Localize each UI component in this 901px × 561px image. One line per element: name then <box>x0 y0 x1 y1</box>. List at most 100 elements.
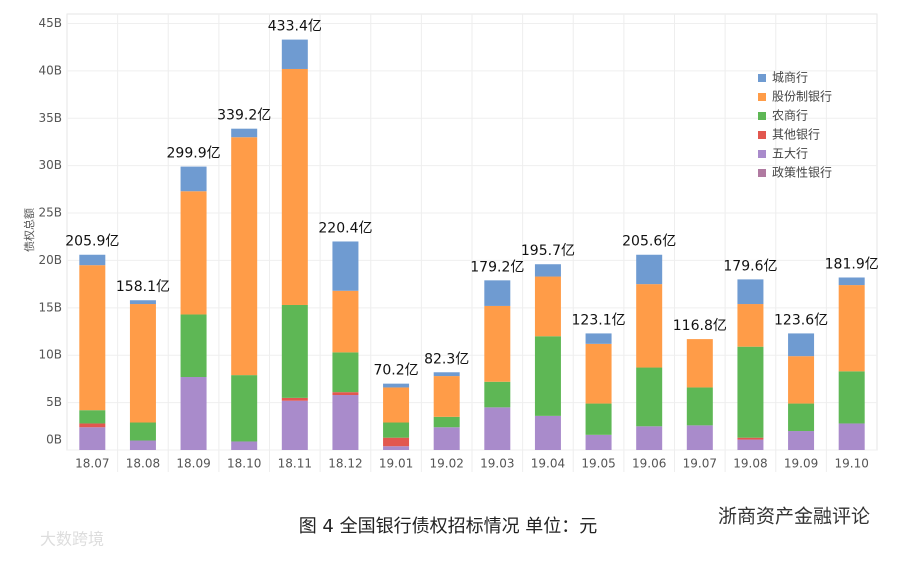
legend-swatch <box>758 112 766 120</box>
bar-segment <box>433 376 460 417</box>
total-label: 195.7亿 <box>521 243 575 259</box>
bar-segment <box>585 333 612 344</box>
x-tick-label: 19.08 <box>733 457 767 471</box>
bar-segment <box>129 422 156 441</box>
bar-segment <box>534 276 561 337</box>
watermark: 浙商资产金融评论 <box>718 506 870 528</box>
bar-segment <box>433 372 460 377</box>
total-label: 220.4亿 <box>318 220 372 236</box>
total-label: 205.9亿 <box>65 234 119 250</box>
bar-segment <box>534 415 561 450</box>
total-label: 70.2亿 <box>373 363 418 379</box>
legend-label: 五大行 <box>772 147 808 161</box>
bar-segment <box>737 346 764 438</box>
x-tick-label: 18.07 <box>75 457 109 471</box>
bar-segment <box>281 39 308 69</box>
bar-segment <box>636 254 663 285</box>
bar-segment <box>383 383 410 388</box>
x-tick-label: 19.06 <box>632 457 666 471</box>
bar-segment <box>332 395 359 450</box>
bar-segment <box>79 427 106 450</box>
bar-segment <box>788 431 815 450</box>
bar-segment <box>585 343 612 404</box>
legend-swatch <box>758 93 766 101</box>
y-tick-label: 10B <box>38 348 62 362</box>
total-label: 339.2亿 <box>217 108 271 124</box>
legend-swatch <box>758 131 766 139</box>
y-tick-label: 25B <box>38 206 62 220</box>
bar-segment <box>737 279 764 305</box>
bar-segment <box>433 416 460 428</box>
bar-segment <box>180 191 207 315</box>
x-tick-label: 19.05 <box>581 457 615 471</box>
bar-segment <box>383 446 410 450</box>
bar-segment <box>281 68 308 305</box>
x-tick-label: 18.10 <box>227 457 261 471</box>
y-tick-label: 15B <box>38 300 62 314</box>
x-tick-label: 19.10 <box>835 457 869 471</box>
bar-segment <box>180 166 207 192</box>
bar-segment <box>788 356 815 404</box>
y-tick-label: 30B <box>38 158 62 172</box>
bar-segment <box>788 333 815 357</box>
bar-segment <box>332 241 359 291</box>
bar-segment <box>332 290 359 353</box>
x-tick-label: 19.01 <box>379 457 413 471</box>
x-tick-label: 19.07 <box>683 457 717 471</box>
bar-segment <box>79 254 106 266</box>
y-tick-label: 45B <box>38 16 62 30</box>
bar-segment <box>737 304 764 347</box>
bar-segment <box>737 437 764 440</box>
caption: 图 4 全国银行债权招标情况 单位：元 <box>299 516 598 537</box>
y-tick-label: 5B <box>46 395 62 409</box>
bar-segment <box>534 336 561 416</box>
total-label: 179.6亿 <box>723 258 777 274</box>
total-label: 179.2亿 <box>470 259 524 275</box>
bar-segment <box>281 304 308 398</box>
bar-segment <box>585 434 612 450</box>
total-label: 299.9亿 <box>167 146 221 162</box>
bar-segment <box>838 285 865 372</box>
bar-segment <box>79 423 106 428</box>
bar-segment <box>79 265 106 411</box>
bar-segment <box>332 352 359 393</box>
bar-segment <box>838 371 865 424</box>
bar-segment <box>332 392 359 396</box>
bar-segment <box>686 425 713 450</box>
bar-segment <box>636 284 663 368</box>
bar-segment <box>838 277 865 286</box>
bar-segment <box>129 304 156 423</box>
y-tick-label: 0B <box>46 433 62 447</box>
bar-segment <box>686 387 713 426</box>
total-label: 205.6亿 <box>622 234 676 250</box>
y-tick-label: 35B <box>38 111 62 125</box>
x-tick-label: 18.12 <box>328 457 362 471</box>
x-tick-label: 18.08 <box>126 457 160 471</box>
legend-swatch <box>758 169 766 177</box>
bar-segment <box>231 375 258 442</box>
y-tick-label: 40B <box>38 63 62 77</box>
total-label: 433.4亿 <box>268 19 322 35</box>
bar-segment <box>534 264 561 277</box>
bar-segment <box>686 339 713 388</box>
bar-segment <box>636 426 663 450</box>
legend-label: 股份制银行 <box>772 90 832 104</box>
bar-segment <box>433 427 460 450</box>
legend-label: 城商行 <box>772 70 808 85</box>
bar-segment <box>636 367 663 427</box>
legend-label: 农商行 <box>772 108 808 123</box>
bar-segment <box>231 128 258 138</box>
bar-segment <box>383 387 410 423</box>
legend-swatch <box>758 74 766 82</box>
bar-segment <box>484 381 511 408</box>
bar-segment <box>231 137 258 376</box>
total-label: 116.8亿 <box>673 318 727 334</box>
x-tick-label: 18.11 <box>278 457 312 471</box>
bar-segment <box>788 403 815 432</box>
total-label: 181.9亿 <box>825 256 879 272</box>
bar-segment <box>231 441 258 450</box>
y-axis-label: 债权总额 <box>22 208 36 252</box>
legend-label: 其他银行 <box>772 128 820 142</box>
total-label: 123.1亿 <box>572 312 626 328</box>
